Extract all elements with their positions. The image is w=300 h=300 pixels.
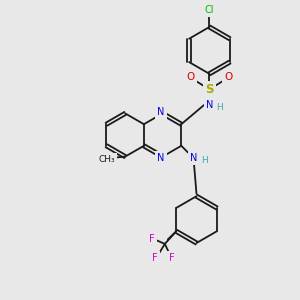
Text: F: F xyxy=(149,233,155,244)
Text: F: F xyxy=(152,253,158,263)
Text: S: S xyxy=(205,83,214,96)
Text: H: H xyxy=(201,156,208,165)
Text: F: F xyxy=(169,253,174,263)
Text: Cl: Cl xyxy=(205,4,214,15)
Text: N: N xyxy=(206,100,213,110)
Text: N: N xyxy=(158,107,165,117)
Text: CH₃: CH₃ xyxy=(98,155,115,164)
Text: H: H xyxy=(217,103,223,112)
Text: N: N xyxy=(158,153,165,163)
Text: O: O xyxy=(224,72,232,82)
Text: N: N xyxy=(190,153,198,164)
Text: O: O xyxy=(186,72,195,82)
